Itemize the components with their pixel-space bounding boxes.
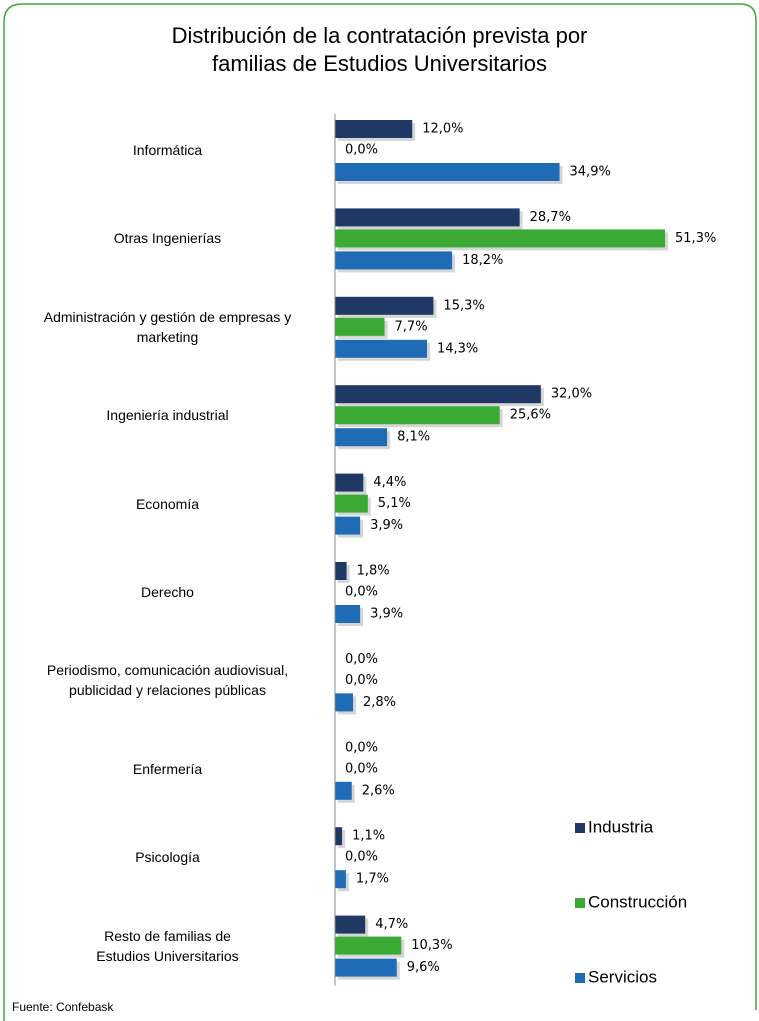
bar <box>335 936 402 955</box>
bar <box>335 827 343 846</box>
value-label: 14,3% <box>437 341 478 356</box>
value-label: 7,7% <box>395 319 428 334</box>
y-tick-label: Psicología <box>135 849 200 866</box>
value-label: 0,0% <box>345 850 378 865</box>
y-tick-label: Enfermería <box>132 760 203 777</box>
value-label: 8,1% <box>397 430 430 445</box>
bar <box>335 317 385 336</box>
value-label: 0,0% <box>345 585 378 600</box>
value-label: 12,0% <box>422 122 463 137</box>
value-label: 2,6% <box>362 783 395 798</box>
legend-swatch <box>575 823 585 833</box>
value-label: 25,6% <box>510 408 551 423</box>
y-tick-label: Ingeniería industrial <box>106 407 229 424</box>
bar <box>335 494 368 513</box>
bar <box>335 781 352 800</box>
bar <box>335 296 434 315</box>
value-label: 4,4% <box>373 475 406 490</box>
bar <box>335 120 413 138</box>
legend-swatch <box>575 898 585 908</box>
bar <box>335 870 346 889</box>
bar <box>335 385 541 404</box>
frame <box>3 3 757 1021</box>
y-tick-label: Periodismo, comunicación audiovisual, pu… <box>46 662 289 699</box>
value-label: 3,9% <box>370 518 403 533</box>
value-label: 0,0% <box>345 740 378 755</box>
bar <box>335 473 364 492</box>
value-label: 28,7% <box>530 210 571 225</box>
y-tick-label: Economía <box>135 495 200 512</box>
y-tick-label: Administración y gestión de empresas y m… <box>43 308 292 345</box>
bar <box>335 428 388 447</box>
bar <box>335 915 366 934</box>
bar <box>335 516 361 535</box>
value-label: 18,2% <box>462 253 503 268</box>
value-label: 0,0% <box>345 652 378 667</box>
value-label: 2,8% <box>363 695 396 710</box>
value-label: 1,8% <box>357 564 390 579</box>
value-label: 10,3% <box>411 938 452 953</box>
legend-label: Servicios <box>588 967 657 986</box>
value-label: 51,3% <box>675 231 716 246</box>
legend-label: Industria <box>588 817 654 836</box>
bar <box>335 163 560 181</box>
chart-title: Distribución de la contratación prevista… <box>171 23 588 76</box>
value-label: 0,0% <box>345 761 378 776</box>
value-label: 1,1% <box>352 829 385 844</box>
y-tick-label: Derecho <box>141 584 194 600</box>
value-label: 1,7% <box>356 872 389 887</box>
bar <box>335 229 666 248</box>
bar <box>335 958 397 977</box>
legend-swatch <box>575 973 585 983</box>
bar <box>335 605 361 623</box>
value-label: 5,1% <box>378 496 411 511</box>
value-label: 9,6% <box>407 960 440 975</box>
value-label: 0,0% <box>345 673 378 688</box>
source: Fuente: Confebask <box>12 1000 114 1014</box>
value-label: 0,0% <box>345 143 378 158</box>
bar <box>335 251 453 270</box>
legend-label: Construcción <box>588 892 687 911</box>
bar <box>335 208 520 227</box>
y-tick-label: Informática <box>132 142 203 158</box>
value-label: 32,0% <box>551 387 592 402</box>
value-label: 34,9% <box>570 165 611 180</box>
bar <box>335 406 500 425</box>
value-label: 3,9% <box>370 607 403 622</box>
value-label: 4,7% <box>375 917 408 932</box>
y-tick-label: Otras Ingenierías <box>113 230 222 247</box>
bar <box>335 339 427 358</box>
value-label: 15,3% <box>443 298 484 313</box>
bar <box>335 693 354 712</box>
y-tick-label: Resto de familias de Estudios Universita… <box>96 927 239 964</box>
bar <box>335 562 347 580</box>
